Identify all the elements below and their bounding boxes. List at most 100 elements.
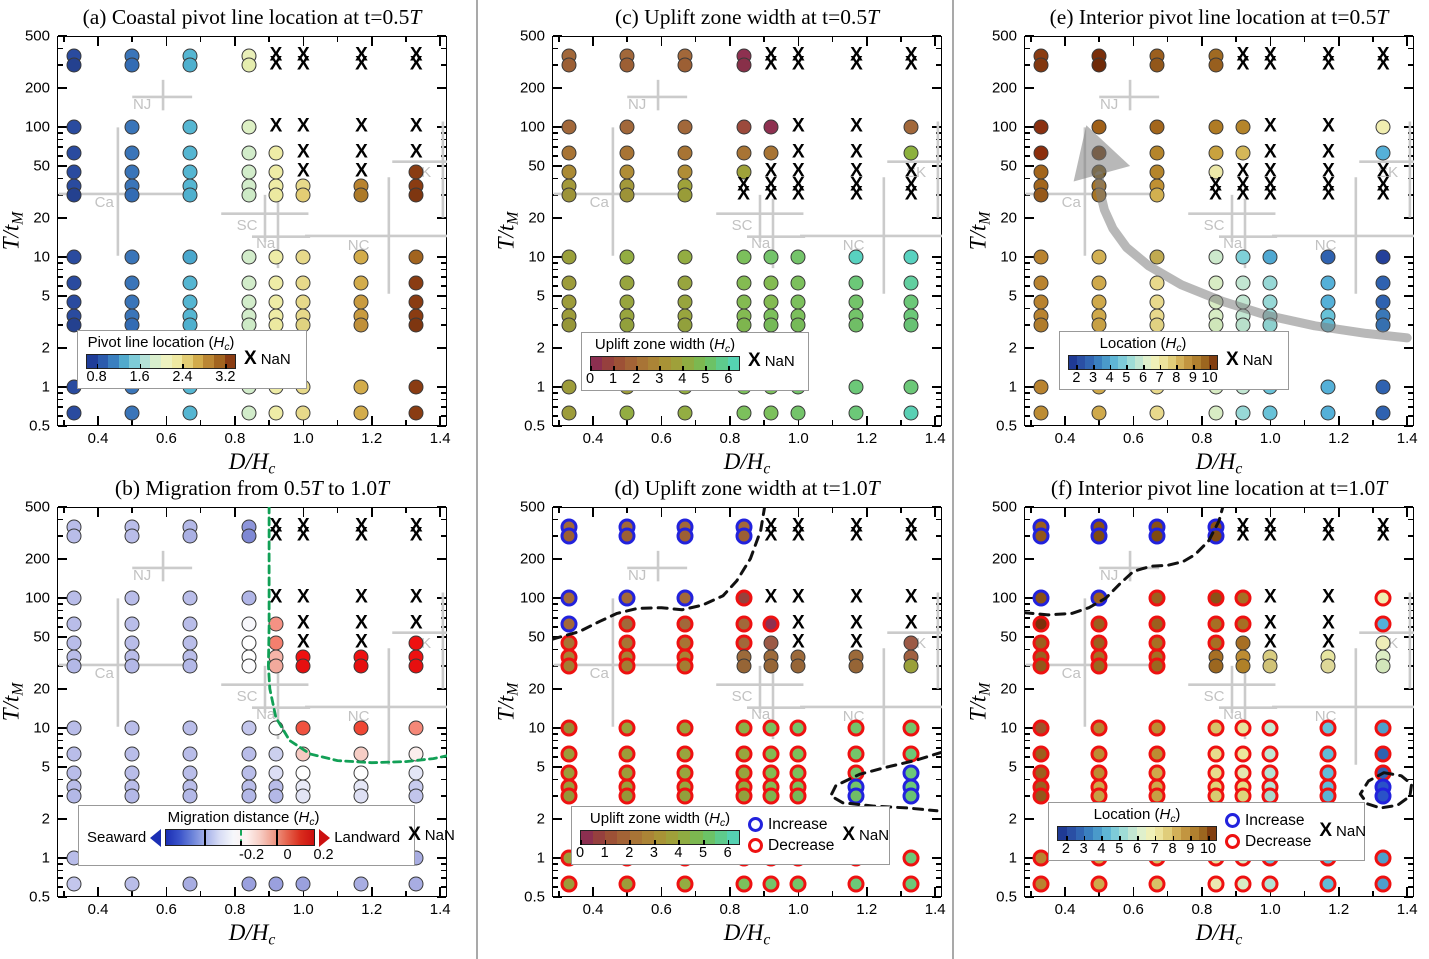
data-point [1148,657,1166,675]
axis-tick [936,406,941,408]
colorbar-tick-label: 4 [1105,369,1114,386]
axis-tick [439,416,441,425]
data-point [66,294,82,310]
data-point [1149,145,1165,161]
data-point [619,275,635,291]
data-point [560,527,578,545]
axis-tick [626,37,629,42]
data-point [66,528,82,544]
data-point [1148,745,1166,763]
axis-tick [441,414,446,417]
colorbar-tick-label: 1 [600,844,609,861]
colorbar-segment [659,356,671,370]
panel-divider [476,0,478,959]
data-point [241,405,257,421]
data-point [1235,635,1251,651]
data-point [1320,275,1336,291]
axis-tick [1337,416,1340,425]
data-point [736,164,752,180]
data-point [1149,405,1165,421]
colorbar-segment [224,354,236,368]
axis-tick [58,86,67,89]
data-point [561,317,577,333]
axis-tick [936,877,941,879]
nan-marker: X [791,160,805,182]
data-point [1149,119,1165,135]
data-point [677,164,693,180]
data-point [561,379,577,395]
data-point [1033,164,1049,180]
axis-tick [1408,877,1413,879]
axis-tick [97,37,99,46]
colorbar-tick [1172,835,1175,841]
data-point [763,275,779,291]
data-point [1033,275,1049,291]
legend-title: Uplift zone width (Hc) [594,336,736,355]
data-point [124,876,140,892]
legend-title: Pivot line location (Hc) [87,334,235,353]
data-point [1208,145,1224,161]
x-tick-label: 0.8 [1191,430,1213,447]
colorbar-tick [1065,835,1068,841]
axis-tick [1404,506,1413,508]
axis-tick [165,508,168,517]
axis-tick [58,386,67,388]
axis-tick [1025,256,1034,258]
colorbar-segment [1154,826,1164,840]
axis-tick [302,416,305,425]
colorbar-tick [96,363,99,369]
data-point [1261,719,1279,737]
axis-tick [370,37,373,46]
x-tick-label: 1.2 [361,901,383,918]
axis-tick [1372,508,1374,513]
y-tick-label: 10 [33,719,50,737]
nan-marker: X [764,160,778,182]
axis-tick [932,425,941,427]
y-tick-label: 5 [536,758,545,776]
axis-tick [58,177,63,180]
data-point [618,719,636,737]
x-tick-label: 1.4 [924,901,946,918]
axis-tick [437,386,446,388]
y-tick-label: 100 [991,118,1017,136]
site-label-ca: Ca [1061,664,1081,682]
data-point [789,745,807,763]
axis-tick [58,869,63,872]
site-label-na: Na [256,234,276,252]
data-point [903,145,919,161]
data-point [902,719,920,737]
nan-marker: X [1263,141,1277,163]
colorbar-segment [1093,355,1102,369]
x-tick-label: 0.4 [582,901,604,918]
axis-tick [1025,262,1030,264]
data-point [66,405,82,421]
data-point [1091,187,1107,203]
axis-tick [932,857,941,859]
y-tick-label: 1 [1008,849,1017,867]
axis-tick [441,64,446,66]
axis-tick [1025,687,1034,690]
axis-tick [553,727,562,729]
x-tick-label: 1.0 [292,430,314,447]
data-point [677,187,693,203]
nan-marker: X [1263,115,1277,137]
axis-tick [1408,392,1413,394]
nan-marker: X [791,141,805,163]
data-point [408,765,424,781]
axis-tick [58,766,67,768]
data-point [241,164,257,180]
nan-marker: X [850,44,863,66]
axis-tick [58,506,67,508]
data-point [182,164,198,180]
data-point [763,294,779,310]
colorbar-tick [1101,835,1104,841]
axis-tick [1025,307,1030,310]
data-point [903,275,919,291]
colorbar-segment [702,830,715,844]
axis-tick [932,35,941,37]
data-point [762,875,780,893]
y-axis-label: T/tM [0,211,27,251]
axis-tick [865,37,868,46]
y-tick-label: 1 [536,378,545,396]
